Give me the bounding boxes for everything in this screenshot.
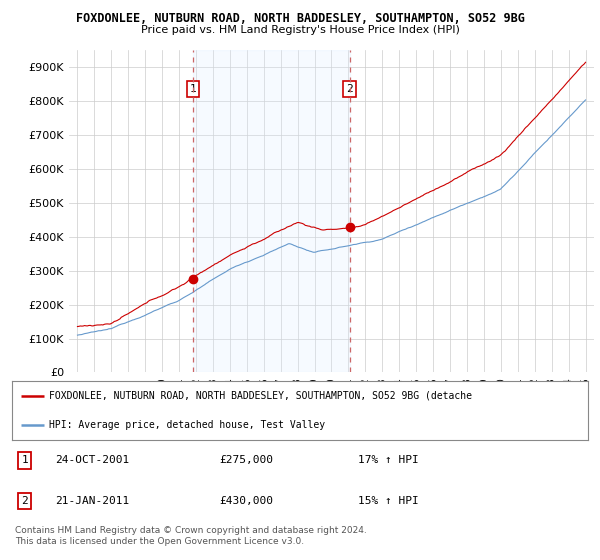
Text: 2: 2 [346,84,353,94]
Bar [193,50,350,372]
Text: £275,000: £275,000 [220,455,274,465]
Text: £430,000: £430,000 [220,496,274,506]
Text: HPI: Average price, detached house, Test Valley: HPI: Average price, detached house, Test… [49,420,326,430]
Text: 2: 2 [21,496,28,506]
Text: Price paid vs. HM Land Registry's House Price Index (HPI): Price paid vs. HM Land Registry's House … [140,25,460,35]
Text: 1: 1 [21,455,28,465]
Text: Contains HM Land Registry data © Crown copyright and database right 2024.
This d: Contains HM Land Registry data © Crown c… [15,526,367,546]
Text: 17% ↑ HPI: 17% ↑ HPI [358,455,418,465]
Text: 1: 1 [190,84,196,94]
Text: 24-OCT-2001: 24-OCT-2001 [55,455,130,465]
Text: 15% ↑ HPI: 15% ↑ HPI [358,496,418,506]
Text: 21-JAN-2011: 21-JAN-2011 [55,496,130,506]
Text: FOXDONLEE, NUTBURN ROAD, NORTH BADDESLEY, SOUTHAMPTON, SO52 9BG (detache: FOXDONLEE, NUTBURN ROAD, NORTH BADDESLEY… [49,390,472,400]
Text: FOXDONLEE, NUTBURN ROAD, NORTH BADDESLEY, SOUTHAMPTON, SO52 9BG: FOXDONLEE, NUTBURN ROAD, NORTH BADDESLEY… [76,12,524,25]
